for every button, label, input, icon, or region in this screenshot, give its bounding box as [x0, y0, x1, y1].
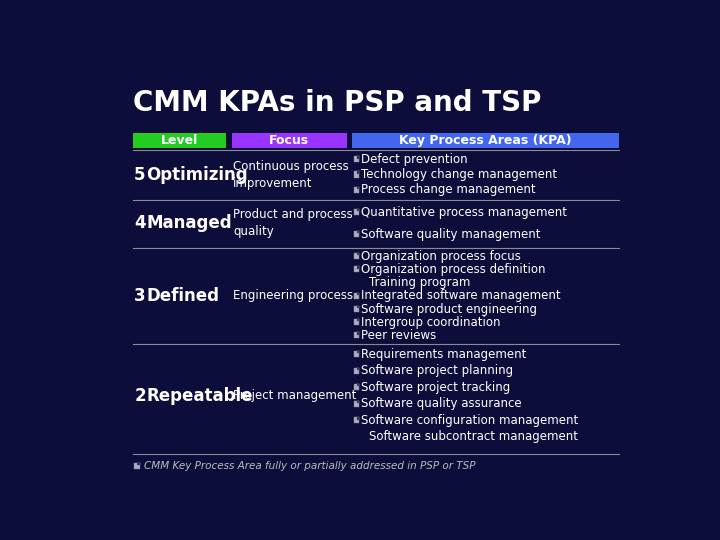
Bar: [354, 384, 359, 390]
Bar: [356, 171, 359, 174]
Bar: [356, 417, 359, 420]
Text: Software product engineering: Software product engineering: [361, 302, 537, 315]
Text: CMM Key Process Area fully or partially addressed in PSP or TSP: CMM Key Process Area fully or partially …: [144, 461, 476, 471]
Bar: [356, 266, 359, 268]
Text: Organization process focus: Organization process focus: [361, 249, 521, 262]
Text: Optimizing: Optimizing: [147, 166, 248, 184]
Text: Key Process Areas (KPA): Key Process Areas (KPA): [400, 134, 572, 147]
Bar: [354, 171, 359, 178]
Bar: [354, 351, 359, 357]
Bar: [356, 332, 359, 335]
Bar: [132, 132, 225, 148]
Text: Focus: Focus: [269, 134, 309, 147]
Bar: [356, 306, 359, 308]
Bar: [354, 253, 359, 259]
Text: CMM KPAs in PSP and TSP: CMM KPAs in PSP and TSP: [132, 89, 541, 117]
Text: Repeatable: Repeatable: [147, 387, 253, 404]
Bar: [356, 319, 359, 321]
Bar: [138, 463, 140, 465]
Bar: [354, 319, 359, 325]
Text: Process change management: Process change management: [361, 183, 536, 196]
Bar: [354, 417, 359, 423]
Text: Quantitative process management: Quantitative process management: [361, 206, 567, 219]
Text: 4: 4: [134, 214, 145, 232]
Bar: [354, 187, 359, 193]
Bar: [356, 231, 359, 233]
Text: Software quality assurance: Software quality assurance: [361, 397, 522, 410]
Text: Software project planning: Software project planning: [361, 364, 513, 377]
Bar: [356, 187, 359, 189]
Text: Software configuration management: Software configuration management: [361, 414, 578, 427]
Bar: [356, 384, 359, 387]
Text: Software quality management: Software quality management: [361, 227, 541, 240]
Bar: [356, 209, 359, 211]
Bar: [356, 253, 359, 255]
Text: Requirements management: Requirements management: [361, 348, 526, 361]
Bar: [354, 209, 359, 215]
Bar: [352, 132, 619, 148]
Bar: [356, 351, 359, 353]
Bar: [356, 293, 359, 295]
Text: Engineering process: Engineering process: [233, 289, 354, 302]
Text: Software subcontract management: Software subcontract management: [369, 430, 578, 443]
Text: 5: 5: [134, 166, 145, 184]
Text: Defined: Defined: [147, 287, 220, 305]
Bar: [232, 132, 346, 148]
Bar: [356, 368, 359, 370]
Text: 2: 2: [134, 387, 145, 404]
Text: Continuous process
improvement: Continuous process improvement: [233, 159, 349, 190]
Bar: [354, 231, 359, 237]
Bar: [134, 463, 140, 469]
Text: Intergroup coordination: Intergroup coordination: [361, 316, 500, 329]
Text: Managed: Managed: [147, 214, 232, 232]
Text: Peer reviews: Peer reviews: [361, 329, 436, 342]
Text: 3: 3: [134, 287, 145, 305]
Text: Product and process
quality: Product and process quality: [233, 208, 353, 238]
Bar: [356, 156, 359, 159]
Bar: [354, 293, 359, 299]
Bar: [354, 156, 359, 163]
Text: Technology change management: Technology change management: [361, 168, 557, 181]
Text: Integrated software management: Integrated software management: [361, 289, 561, 302]
Text: Level: Level: [161, 134, 198, 147]
Text: Software project tracking: Software project tracking: [361, 381, 510, 394]
Bar: [356, 401, 359, 403]
Bar: [354, 266, 359, 273]
Bar: [354, 368, 359, 374]
Text: Project management: Project management: [233, 389, 356, 402]
Text: Training program: Training program: [369, 276, 470, 289]
Bar: [354, 306, 359, 312]
Text: Defect prevention: Defect prevention: [361, 153, 468, 166]
Text: Organization process definition: Organization process definition: [361, 263, 546, 276]
Bar: [354, 332, 359, 339]
Bar: [354, 401, 359, 407]
